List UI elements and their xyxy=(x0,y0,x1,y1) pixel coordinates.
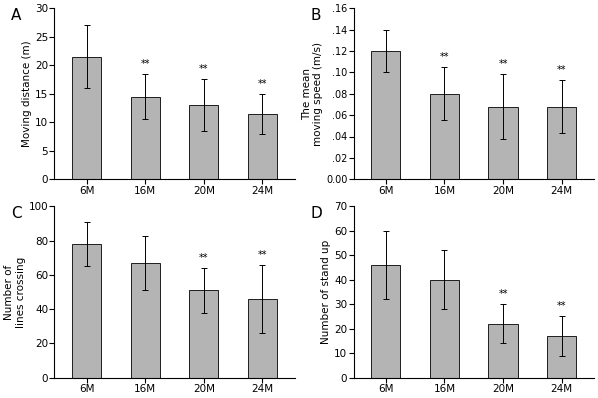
Text: **: ** xyxy=(141,59,150,68)
Bar xyxy=(248,114,277,179)
Bar xyxy=(430,280,459,378)
Bar xyxy=(489,324,518,378)
Text: B: B xyxy=(310,8,321,23)
Bar xyxy=(489,107,518,179)
Bar xyxy=(430,94,459,179)
Text: **: ** xyxy=(199,64,209,74)
Text: C: C xyxy=(11,207,22,221)
Text: **: ** xyxy=(440,52,449,62)
Text: **: ** xyxy=(498,59,508,69)
Bar xyxy=(248,299,277,378)
Text: **: ** xyxy=(199,253,209,263)
Text: A: A xyxy=(11,8,22,23)
Y-axis label: Number of
lines crossing: Number of lines crossing xyxy=(4,256,26,328)
Bar xyxy=(371,265,401,378)
Text: **: ** xyxy=(557,65,566,75)
Bar xyxy=(189,290,218,378)
Bar xyxy=(72,57,101,179)
Text: **: ** xyxy=(557,301,566,311)
Y-axis label: Moving distance (m): Moving distance (m) xyxy=(22,41,32,147)
Y-axis label: Number of stand up: Number of stand up xyxy=(322,240,331,344)
Bar xyxy=(547,336,576,378)
Text: **: ** xyxy=(498,289,508,299)
Text: **: ** xyxy=(258,250,267,259)
Bar xyxy=(130,97,160,179)
Bar xyxy=(130,263,160,378)
Bar xyxy=(189,105,218,179)
Bar xyxy=(72,244,101,378)
Bar xyxy=(371,51,401,179)
Y-axis label: The mean
moving speed (m/s): The mean moving speed (m/s) xyxy=(301,42,323,146)
Text: **: ** xyxy=(258,78,267,89)
Bar xyxy=(547,107,576,179)
Text: D: D xyxy=(310,207,322,221)
